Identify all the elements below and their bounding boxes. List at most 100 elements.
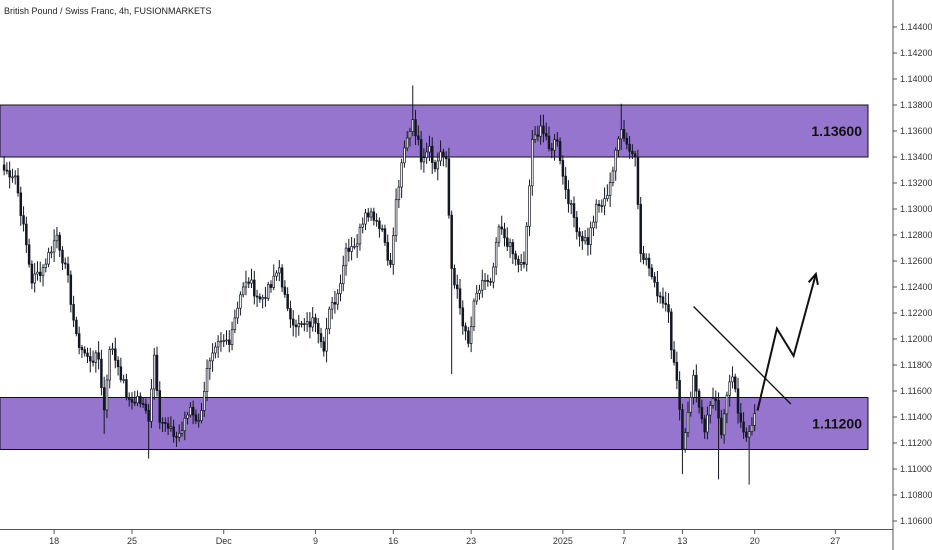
candle [52, 229, 56, 263]
candle [22, 206, 25, 232]
candle [433, 159, 437, 173]
candle [125, 373, 128, 401]
candle [316, 318, 320, 344]
candle [531, 129, 534, 196]
candle [47, 247, 50, 268]
candle [13, 170, 17, 185]
price-axis[interactable]: 1.14400 1.14200 1.14000 1.13800 1.13600 1.134… [893, 22, 932, 526]
y-tick-label: 1.13200 [900, 178, 932, 188]
candle [16, 168, 20, 197]
candle [614, 147, 617, 181]
zone-labels-layer: 1.13600 1.11200 [811, 123, 862, 432]
y-tick-label: 1.11000 [900, 464, 932, 474]
candle [411, 85, 415, 136]
candle [350, 237, 353, 261]
candle [500, 215, 503, 235]
x-tick-label: 9 [313, 536, 318, 546]
candle [247, 277, 250, 289]
candle [36, 261, 39, 281]
candle [547, 126, 551, 152]
candle [731, 366, 734, 389]
candle [597, 200, 601, 213]
y-tick-label: 1.13600 [900, 126, 932, 136]
candle [661, 287, 665, 309]
candle [33, 262, 36, 293]
candle [75, 316, 78, 337]
candle [575, 211, 579, 240]
candle [625, 132, 629, 150]
y-tick-label: 1.12600 [900, 256, 932, 266]
candle [130, 392, 134, 410]
candle [152, 347, 156, 400]
candle [83, 346, 86, 357]
candle [222, 334, 225, 348]
candle [489, 277, 492, 286]
candle [717, 392, 720, 480]
y-tick-label: 1.13400 [900, 152, 932, 162]
candle [383, 224, 387, 246]
candle [275, 270, 278, 281]
candle [503, 222, 506, 247]
candle [467, 326, 470, 348]
candle [194, 409, 198, 424]
candle [328, 306, 331, 335]
candle [100, 349, 103, 396]
candle [55, 226, 59, 249]
candle [205, 359, 209, 402]
candle [58, 232, 61, 257]
candle [86, 347, 89, 364]
y-tick-label: 1.12400 [900, 282, 932, 292]
candle [486, 274, 490, 287]
candle [533, 126, 537, 144]
candle [622, 119, 626, 142]
candle [403, 140, 406, 168]
candle [664, 291, 667, 312]
candle [567, 180, 570, 213]
candle [69, 270, 73, 313]
y-tick-label: 1.10600 [900, 516, 932, 526]
candle [742, 412, 745, 439]
candle [155, 346, 159, 397]
candle [578, 227, 581, 247]
x-tick-label: 25 [127, 536, 137, 546]
candle [494, 237, 498, 275]
projection-arrowhead [807, 271, 819, 285]
candle [703, 414, 706, 439]
candle [5, 162, 9, 175]
candle [169, 416, 173, 432]
x-tick-label: 7 [622, 536, 627, 546]
time-axis[interactable]: 18 25 Dec 9 16 23 2025 7 13 20 27 [49, 530, 840, 546]
candle [425, 142, 428, 164]
candle [375, 213, 378, 227]
candle [508, 238, 512, 258]
candle [692, 369, 695, 405]
candle [583, 230, 587, 245]
candle [506, 227, 509, 252]
candle [689, 391, 693, 417]
y-tick-label: 1.13800 [900, 100, 932, 110]
candle [283, 280, 287, 298]
candle [558, 137, 562, 165]
candle [230, 321, 234, 351]
candle [239, 291, 242, 316]
candle [161, 417, 164, 433]
candle [8, 161, 11, 189]
candle [675, 351, 679, 390]
candle [347, 238, 351, 262]
candle [686, 401, 690, 438]
candle [492, 262, 495, 289]
candle [572, 196, 576, 228]
candle [561, 155, 565, 185]
candle [478, 284, 481, 300]
candle [711, 387, 715, 409]
candle [645, 253, 648, 266]
candle [417, 125, 420, 146]
candle [216, 335, 220, 358]
candle [745, 427, 748, 442]
x-tick-label: Dec [216, 536, 233, 546]
candle [617, 136, 620, 158]
candle [700, 399, 704, 424]
candle [136, 390, 139, 407]
candle [642, 245, 645, 265]
